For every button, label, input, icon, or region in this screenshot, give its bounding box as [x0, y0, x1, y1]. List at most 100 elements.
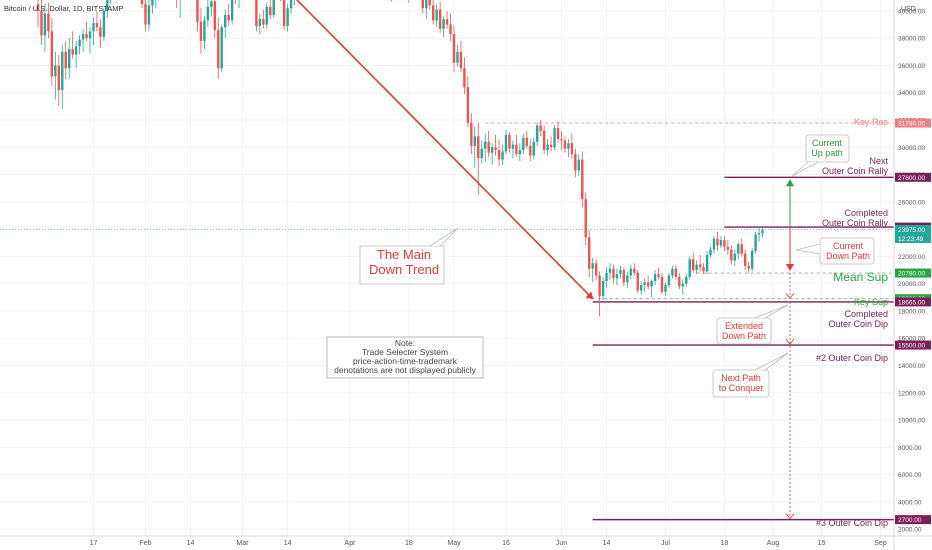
candle-body [664, 285, 667, 292]
candle-body [445, 19, 449, 25]
candle-body [633, 268, 636, 273]
current-down-callout-pointer [795, 243, 821, 255]
price-label-text: 27800.00 [898, 175, 925, 182]
x-tick-label: Sep [874, 540, 887, 547]
dip2-chevron [785, 338, 795, 345]
candle-body [88, 31, 92, 39]
y-tick-label: 22000.00 [898, 254, 925, 261]
note-line-3: price-action-time-trademark [353, 356, 458, 366]
x-tick-label: 14 [284, 540, 292, 547]
candle-body [95, 23, 99, 28]
candle-body [224, 15, 227, 28]
y-tick-label: 38000.00 [898, 36, 925, 43]
x-tick-label: 18 [405, 540, 413, 547]
price-label-text: 23975.00 [898, 227, 925, 234]
candle-body [518, 150, 522, 155]
candle-body [678, 276, 681, 287]
candle-body [719, 240, 723, 246]
candle-body [477, 136, 480, 159]
candle-body [747, 265, 750, 269]
y-tick-label: 6000.00 [898, 472, 922, 479]
candle-body [657, 274, 660, 277]
currency-label: USD [901, 6, 916, 13]
candle-body [54, 65, 57, 77]
candle-body [230, 0, 234, 21]
candle-body [258, 19, 262, 26]
price-label-box [895, 172, 931, 182]
candle-body [726, 246, 730, 250]
candle-body [740, 244, 743, 254]
candle-body [750, 250, 754, 269]
price-levels [0, 122, 894, 521]
candle-body [81, 34, 85, 40]
candle-body [438, 9, 442, 29]
candle-body [432, 5, 435, 21]
candle-body [730, 249, 733, 261]
candle-body [733, 253, 736, 261]
candle-body [737, 244, 740, 254]
candle-body [501, 151, 504, 160]
candle-body [199, 21, 203, 41]
dip3-chevron [785, 513, 795, 520]
candle-body [47, 13, 50, 32]
candle-body [536, 125, 539, 142]
candle-body [556, 128, 560, 140]
candle-body [459, 51, 463, 69]
price-label-box [895, 297, 931, 307]
candle-body [144, 4, 147, 25]
candle-body [640, 285, 643, 291]
candle-body [92, 23, 95, 32]
y-tick-label: 36000.00 [898, 63, 925, 70]
candle-body [553, 128, 556, 148]
candle-body [712, 238, 716, 250]
candle-body [255, 0, 258, 26]
x-tick-label: Jul [661, 540, 670, 547]
candle-body [695, 264, 698, 271]
candle-body [217, 30, 220, 69]
price-label-text: 31780.00 [898, 121, 925, 128]
candle-body [653, 274, 657, 281]
candle-body [490, 147, 494, 153]
candle-body [601, 280, 605, 296]
candle-body [265, 6, 268, 25]
candle-body [702, 267, 705, 272]
candle-body [570, 143, 574, 155]
candle-body [560, 139, 563, 141]
current-up-label-2: Up path [811, 148, 843, 158]
candle-body [68, 49, 71, 69]
note-line-4: denotations are not displayed publicly [334, 365, 477, 375]
candle-body [196, 0, 199, 22]
y-tick-label: 10000.00 [898, 418, 925, 425]
x-tick-label: 18 [721, 540, 729, 547]
extended-down-callout-box [716, 317, 772, 345]
key-sup-label: Key Sup [854, 297, 888, 307]
price-axis: 2000.00 4000.00 6000.00 8000.00 10000.00 1200… [893, 0, 931, 550]
candle-body [61, 51, 64, 91]
price-label-text: 20780.00 [898, 271, 925, 278]
candle-body [698, 264, 702, 268]
note-line-2: Trade Selecter System [362, 347, 448, 357]
y-tick-label: 2000.00 [898, 527, 922, 534]
completed-dip-label-2: Outer Coin Dip [828, 319, 888, 329]
candle-body [646, 282, 650, 287]
candle-body [494, 147, 497, 151]
candle-body [761, 229, 764, 234]
candles [36, 0, 764, 317]
candle-body [213, 1, 216, 31]
note-box [326, 336, 484, 379]
candle-body [282, 0, 286, 26]
next-rally-label-1: Next [869, 156, 888, 166]
y-tick-label: 14000.00 [898, 363, 925, 370]
candle-body [529, 145, 532, 156]
candle-body [757, 233, 761, 235]
candle-body [74, 46, 78, 55]
annotations [295, 0, 875, 520]
symbol-title: Bitcoin / U.S. Dollar, 1D, BITSTAMP [4, 4, 123, 13]
current-up-label-1: Current [812, 138, 843, 148]
grid [0, 0, 894, 536]
current-up-callout-box [805, 134, 850, 163]
x-tick-label: May [447, 540, 461, 547]
candle-body [650, 280, 653, 287]
main-trend-label-1: The Main [377, 247, 431, 262]
price-label-box [895, 224, 931, 243]
